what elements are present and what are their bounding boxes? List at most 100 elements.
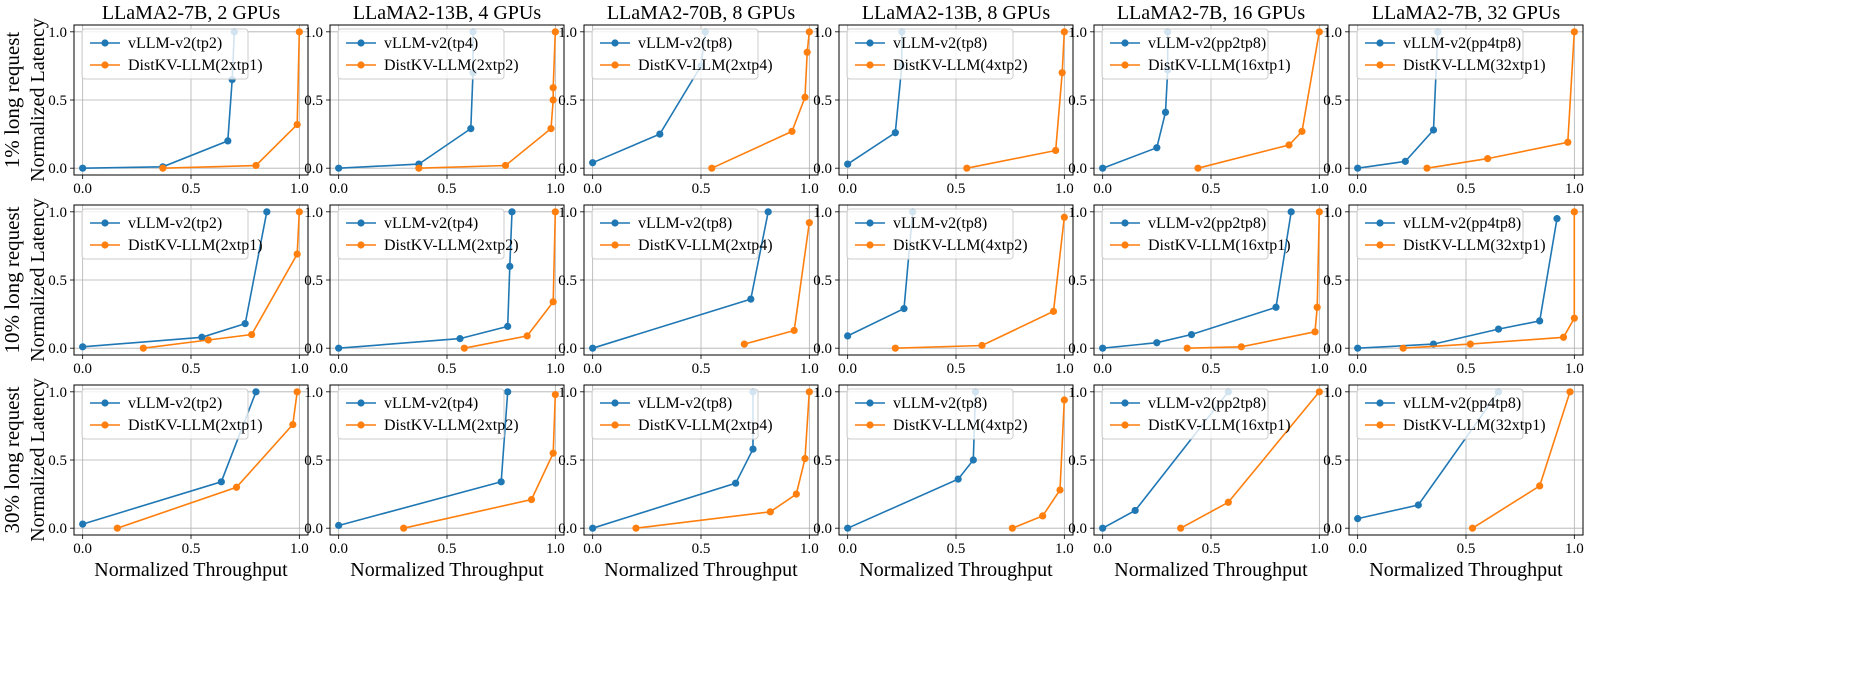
y-tick-label: 0.0 bbox=[558, 161, 577, 177]
data-point bbox=[1315, 208, 1323, 216]
y-tick-label: 1.0 bbox=[48, 25, 67, 41]
y-tick-label: 0.5 bbox=[1068, 93, 1087, 109]
x-axis-label: Normalized Throughput bbox=[350, 559, 544, 581]
x-tick-label: 0.0 bbox=[1348, 541, 1367, 557]
x-tick-label: 0.0 bbox=[1093, 541, 1112, 557]
plot-frame bbox=[329, 384, 565, 536]
plot-frame bbox=[838, 24, 1074, 176]
column-title: LLaMA2-7B, 16 GPUs bbox=[1117, 2, 1306, 24]
plot-frame bbox=[1093, 204, 1329, 356]
legend-marker bbox=[611, 61, 619, 69]
column-title: LLaMA2-13B, 8 GPUs bbox=[862, 2, 1051, 24]
legend bbox=[81, 208, 249, 260]
y-tick-label: 1.0 bbox=[813, 205, 832, 221]
x-tick-label: 1.0 bbox=[800, 361, 819, 377]
y-tick-label: 0.5 bbox=[48, 453, 67, 469]
data-point bbox=[632, 524, 640, 532]
y-tick-label: 0.0 bbox=[304, 521, 323, 537]
legend-marker bbox=[357, 61, 365, 69]
legend-label: vLLM-v2(tp8) bbox=[638, 35, 732, 52]
series-line-distkv bbox=[895, 217, 1066, 349]
data-point bbox=[790, 326, 798, 335]
x-tick-label: 0.5 bbox=[1202, 541, 1221, 557]
data-point bbox=[1039, 512, 1047, 520]
y-tick-label: 1.0 bbox=[304, 385, 323, 401]
legend bbox=[1356, 388, 1524, 440]
subplot-r1-c5: 0.0 0.0 0.5 0.5 1.0 1.0 vLLM-v2(pp2tp8) DistKV-… bbox=[1068, 2, 1328, 197]
legend-label: vLLM-v2(tp8) bbox=[893, 35, 987, 52]
x-tick-label: 0.5 bbox=[1202, 181, 1221, 197]
data-point bbox=[1313, 303, 1321, 311]
x-tick-label: 0.0 bbox=[329, 541, 348, 557]
x-tick-label: 1.0 bbox=[800, 181, 819, 197]
legend-marker bbox=[1376, 61, 1384, 69]
legend-marker bbox=[1376, 241, 1384, 249]
data-point bbox=[295, 28, 303, 36]
data-point bbox=[656, 130, 664, 138]
subplot-r2-c3: 0.0 0.0 0.5 0.5 1.0 1.0 vLLM-v2(tp8) DistKV-LLM… bbox=[558, 204, 819, 377]
legend-marker bbox=[101, 421, 109, 429]
data-point bbox=[508, 208, 516, 216]
y-tick-label: 0.5 bbox=[558, 93, 577, 109]
legend-label: vLLM-v2(pp4tp8) bbox=[1403, 35, 1521, 52]
data-point bbox=[1298, 127, 1306, 135]
data-point bbox=[589, 344, 597, 352]
y-tick-label: 0.5 bbox=[1323, 453, 1342, 469]
x-tick-label: 0.5 bbox=[1202, 361, 1221, 377]
data-point bbox=[900, 305, 908, 313]
subplot-r3-c2: 0.0 0.0 0.5 0.5 1.0 1.0 vLLM-v2(tp4) DistKV-LLM… bbox=[304, 384, 565, 581]
data-point bbox=[1315, 388, 1323, 396]
data-point bbox=[801, 93, 809, 101]
data-point bbox=[1237, 343, 1245, 351]
legend-label: vLLM-v2(tp8) bbox=[638, 395, 732, 412]
x-tick-label: 1.0 bbox=[1565, 361, 1584, 377]
data-point bbox=[805, 28, 813, 36]
data-point bbox=[801, 455, 809, 463]
legend-label: DistKV-LLM(2xtp1) bbox=[128, 417, 263, 434]
plot-frame bbox=[329, 204, 565, 356]
data-point bbox=[803, 48, 811, 56]
y-tick-label: 0.5 bbox=[1068, 453, 1087, 469]
data-point bbox=[1564, 138, 1572, 146]
x-tick-label: 0.5 bbox=[438, 181, 457, 197]
data-point bbox=[504, 388, 512, 396]
column-title: LLaMA2-7B, 32 GPUs bbox=[1372, 2, 1561, 24]
legend-label: DistKV-LLM(2xtp2) bbox=[384, 237, 519, 254]
data-point bbox=[248, 330, 256, 339]
data-point bbox=[400, 524, 408, 532]
y-tick-label: 0.5 bbox=[1323, 93, 1342, 109]
legend-marker bbox=[1121, 39, 1129, 47]
y-tick-label: 0.5 bbox=[1323, 273, 1342, 289]
data-point bbox=[1285, 141, 1293, 149]
legend-marker bbox=[101, 61, 109, 69]
x-tick-label: 1.0 bbox=[1310, 361, 1329, 377]
data-point bbox=[1484, 155, 1492, 163]
data-point bbox=[1187, 330, 1196, 339]
y-tick-label: 0.0 bbox=[558, 341, 577, 357]
legend-marker bbox=[101, 399, 109, 407]
data-point bbox=[1494, 325, 1503, 333]
subplot-r1-c3: 0.0 0.0 0.5 0.5 1.0 1.0 vLLM-v2(tp8) DistKV-LLM… bbox=[558, 2, 818, 197]
legend bbox=[1101, 28, 1269, 80]
data-point bbox=[1183, 344, 1191, 352]
data-point bbox=[547, 125, 555, 133]
plot-frame bbox=[583, 384, 819, 536]
data-point bbox=[224, 137, 232, 145]
x-tick-label: 0.5 bbox=[182, 541, 201, 557]
data-point bbox=[1429, 126, 1438, 134]
data-point bbox=[1311, 328, 1319, 336]
y-tick-label: 0.0 bbox=[1323, 521, 1342, 537]
data-point bbox=[217, 478, 225, 486]
series-line-distkv bbox=[418, 31, 557, 169]
legend bbox=[337, 28, 505, 80]
data-point bbox=[79, 343, 87, 351]
y-tick-label: 1.0 bbox=[813, 385, 832, 401]
data-point bbox=[1272, 303, 1280, 311]
data-point bbox=[732, 479, 740, 487]
x-tick-label: 1.0 bbox=[546, 181, 565, 197]
data-point bbox=[589, 159, 597, 167]
subplot-r2-c5: 0.0 0.0 0.5 0.5 1.0 1.0 vLLM-v2(pp2tp8) DistKV-… bbox=[1068, 204, 1329, 377]
x-tick-label: 0.0 bbox=[1348, 181, 1367, 197]
data-point bbox=[139, 344, 147, 352]
